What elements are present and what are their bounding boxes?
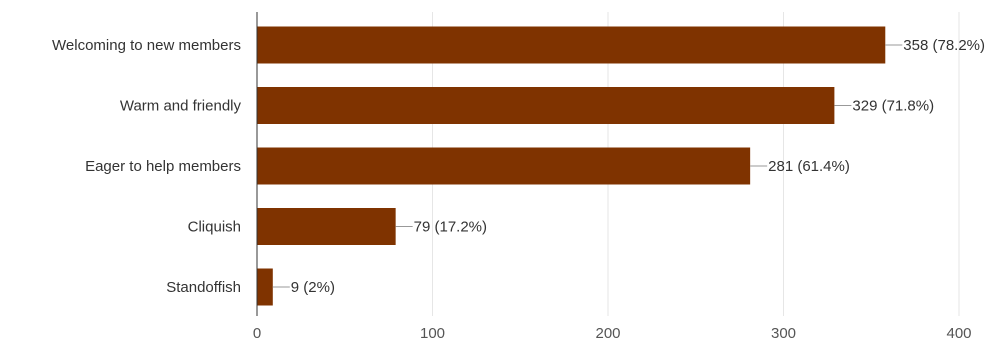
- data-label: 9 (2%): [291, 279, 335, 296]
- bar: [257, 87, 835, 124]
- data-label: 358 (78.2%): [903, 37, 985, 54]
- bar: [257, 26, 886, 64]
- category-label: Cliquish: [188, 219, 241, 236]
- category-label: Standoffish: [166, 279, 241, 296]
- x-tick-label: 100: [420, 325, 445, 342]
- data-label: 281 (61.4%): [768, 158, 850, 175]
- bar: [257, 147, 751, 185]
- x-tick-label: 200: [595, 325, 620, 342]
- x-tick-label: 400: [946, 325, 971, 342]
- category-label: Welcoming to new members: [52, 37, 241, 54]
- bar: [257, 208, 396, 245]
- data-label: 79 (17.2%): [414, 219, 487, 236]
- data-label: 329 (71.8%): [852, 98, 934, 115]
- bar: [257, 268, 273, 306]
- x-tick-label: 300: [771, 325, 796, 342]
- category-label: Eager to help members: [85, 158, 241, 175]
- x-tick-label: 0: [253, 325, 261, 342]
- category-label: Warm and friendly: [120, 98, 242, 115]
